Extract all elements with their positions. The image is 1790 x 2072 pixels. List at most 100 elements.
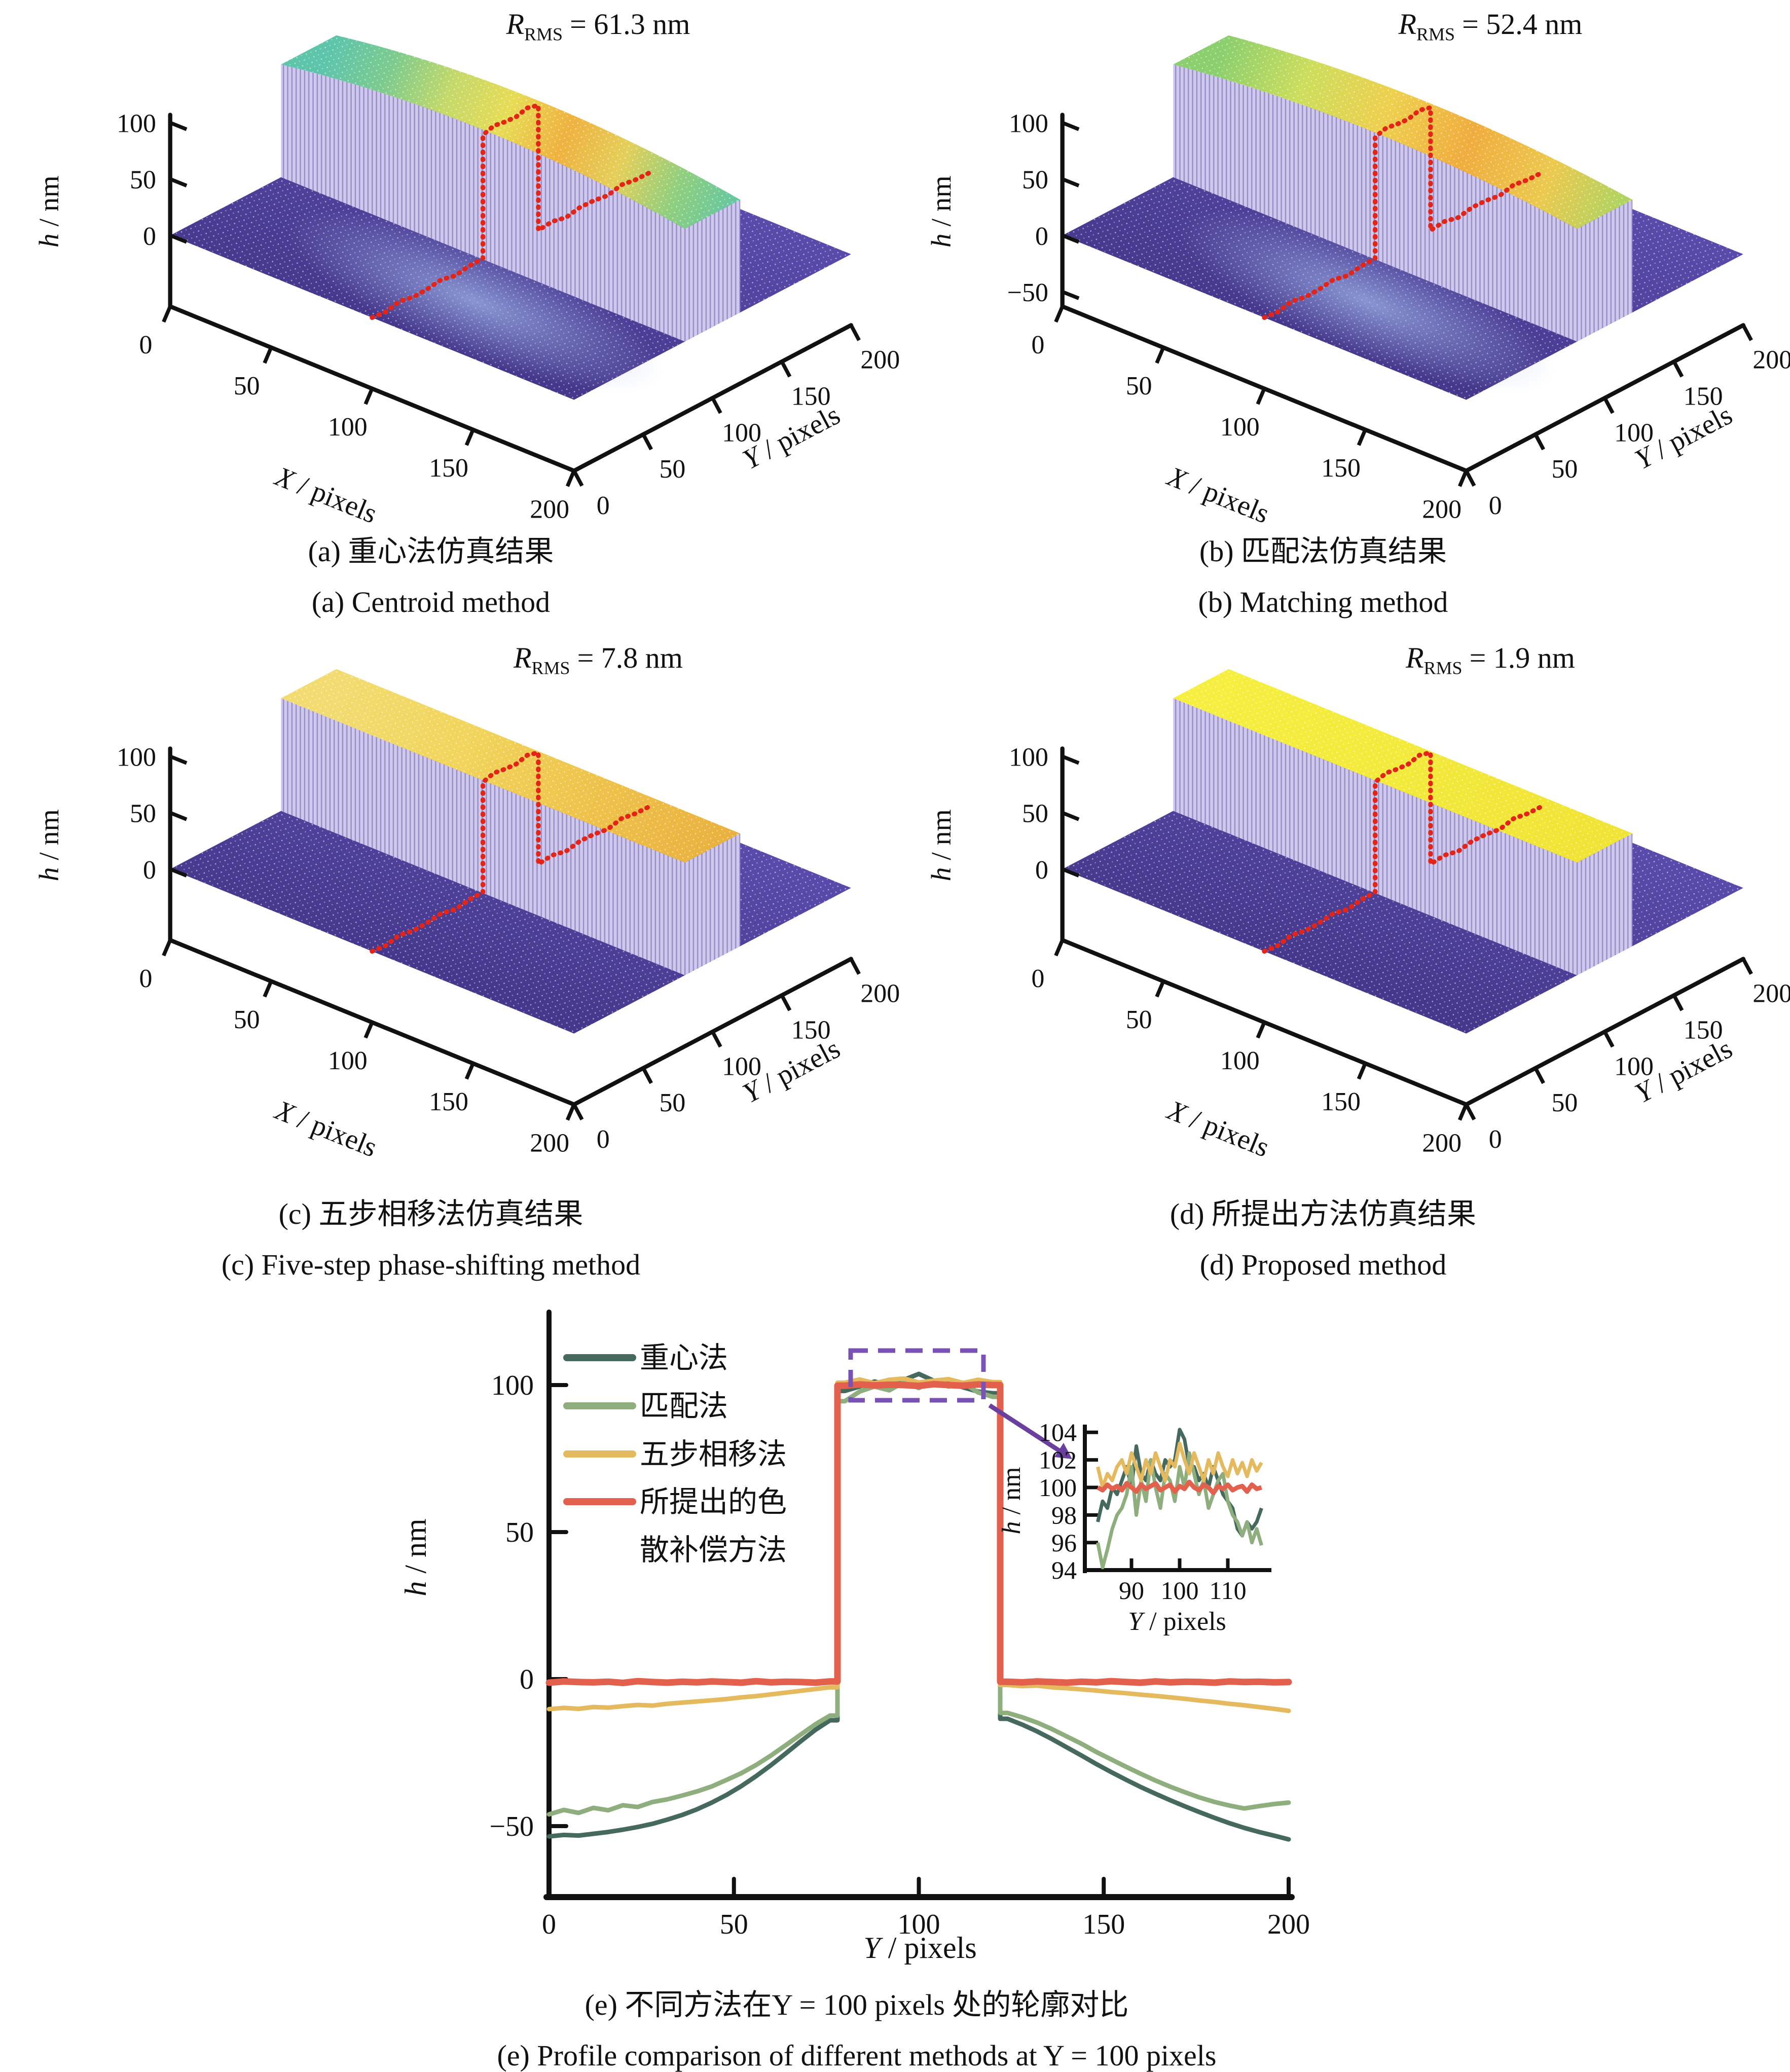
rms-subscript: RMS: [1423, 658, 1463, 678]
y-tick-label: 0: [597, 1125, 610, 1154]
x-tick-label: 200: [1422, 1129, 1462, 1157]
y-tick-label: 0: [520, 1664, 534, 1695]
z-tick-label: 100: [1009, 110, 1048, 138]
y-tick-label: 200: [1752, 979, 1790, 1008]
x-tick-label: 50: [234, 1005, 260, 1034]
rms-symbol: R: [1406, 641, 1424, 674]
z-tick-label: 0: [143, 222, 156, 251]
x-tick-label: 50: [1126, 372, 1152, 401]
y-tick-label: 150: [1684, 1015, 1723, 1044]
y-tick-label: 50: [505, 1517, 534, 1548]
inset-x-tick-label: 90: [1119, 1576, 1144, 1605]
y-tick-label: −50: [489, 1811, 534, 1842]
panel-d: RRMS = 1.9 nm 100 50 0 0 50 100 150 200 0 50 100 150…: [907, 634, 1790, 1283]
rms-title-c: RRMS = 7.8 nm: [370, 641, 826, 679]
x-tick-label: 100: [328, 1046, 368, 1075]
rms-subscript: RMS: [531, 658, 570, 678]
z-axis-label: h / nm: [33, 809, 65, 881]
inset-x-tick-label: 100: [1161, 1576, 1199, 1605]
y-tick-label: 0: [1489, 491, 1502, 520]
legend-label-proposed: 所提出的色: [640, 1485, 787, 1518]
caption-c: (c) 五步相移法仿真结果 (c) Five-step phase-shifti…: [20, 1189, 842, 1290]
legend-label-centroid: 重心法: [640, 1341, 728, 1374]
rms-symbol: R: [1398, 8, 1417, 41]
x-tick-label: 50: [234, 372, 260, 401]
profile-line-3d: [1262, 749, 1544, 954]
y-tick-label: 50: [659, 1088, 685, 1117]
caption-a: (a) 重心法仿真结果 (a) Centroid method: [20, 526, 842, 628]
z-axis-label: h / nm: [33, 175, 65, 247]
z-axis-label: h / nm: [926, 175, 957, 247]
inset-x-axis-label: Y / pixels: [1128, 1607, 1226, 1636]
base-dip-shading: [286, 210, 664, 392]
y-tick-label: 100: [491, 1370, 534, 1401]
y-tick-label: 50: [1551, 455, 1578, 484]
x-tick-label: 0: [139, 331, 153, 359]
inset-y-tick-label: 98: [1051, 1501, 1077, 1529]
x-axis-label: X / pixels: [270, 1094, 382, 1164]
caption-e-en: (e) Profile comparison of different meth…: [497, 2039, 1217, 2072]
z-tick-label: 50: [1022, 166, 1048, 195]
panel-c: RRMS = 7.8 nm 100 50 0 0 50 100 150 200 0 50 100 150…: [15, 634, 907, 1283]
x-axis-label: X / pixels: [1162, 1094, 1274, 1164]
z-tick-label: 50: [130, 799, 156, 828]
y-tick-label: 50: [659, 455, 685, 484]
rms-symbol: R: [506, 8, 525, 41]
inset-y-tick-label: 104: [1039, 1418, 1077, 1446]
rms-value: = 7.8 nm: [577, 641, 683, 674]
x-tick-label: 100: [1220, 413, 1260, 442]
z-tick-label: 100: [1009, 743, 1048, 772]
inset-series-proposed: [1097, 1479, 1262, 1496]
zoom-arrow: [988, 1403, 1072, 1459]
caption-d-zh: (d) 所提出方法仿真结果: [1170, 1197, 1477, 1230]
x-tick-label: 0: [542, 1909, 556, 1940]
caption-b-zh: (b) 匹配法仿真结果: [1199, 535, 1447, 568]
x-axis-label: X / pixels: [1162, 460, 1274, 530]
series-centroid: [546, 1371, 1291, 1842]
x-tick-label: 200: [530, 1129, 569, 1157]
x-tick-label: 150: [1082, 1909, 1125, 1940]
rms-symbol: R: [514, 641, 532, 674]
y-tick-label: 0: [597, 491, 610, 520]
caption-a-zh: (a) 重心法仿真结果: [308, 535, 554, 568]
ticks-and-labels: 100 50 0 0 50 100 150 200 0 50 100 150 200: [1009, 743, 1790, 1158]
surface-host-c: 100 50 0 0 50 100 150 200 0 50 100 150 200 X / pixels…: [15, 649, 907, 1198]
caption-e: (e) 不同方法在Y = 100 pixels 处的轮廓对比 (e) Profi…: [304, 1980, 1409, 2072]
profile-chart-host: 100 50 0 −50 0 50 100 150 200 Y / pixels h / nm 重心法…: [304, 1298, 1409, 1972]
profile-line-3d: [1262, 104, 1544, 320]
x-tick-label: 200: [1267, 1909, 1310, 1940]
x-tick-label: 0: [1032, 964, 1045, 993]
legend-label-matching: 匹配法: [640, 1390, 728, 1423]
legend-label-fivestep: 五步相移法: [640, 1438, 787, 1471]
rms-value: = 1.9 nm: [1469, 641, 1575, 674]
y-tick-label: 100: [1614, 1052, 1654, 1081]
y-tick-label: 100: [722, 1052, 761, 1081]
y-tick-label: 200: [860, 346, 900, 375]
y-tick-label: 150: [1684, 382, 1723, 411]
caption-b-en: (b) Matching method: [1198, 586, 1448, 619]
profile-chart: 100 50 0 −50 0 50 100 150 200 Y / pixels h / nm 重心法…: [399, 1310, 1310, 1965]
z-tick-label: 100: [117, 743, 156, 772]
x-tick-label: 100: [1220, 1046, 1260, 1075]
ticks-and-labels: 100 50 0 0 50 100 150 200 0 50 100 150 200: [117, 743, 900, 1158]
y-tick-label: 200: [1752, 346, 1790, 375]
band-end-gap: [684, 946, 741, 1013]
inset-series-matching: [1096, 1451, 1263, 1570]
ticks-and-labels: 100 50 0 −50 0 50 100 150 200 0 50 100 150 200: [1007, 110, 1790, 524]
band-end-gap: [684, 312, 741, 379]
caption-c-en: (c) Five-step phase-shifting method: [221, 1248, 641, 1281]
surface-host-d: 100 50 0 0 50 100 150 200 0 50 100 150 200 X / pixels…: [907, 649, 1790, 1198]
band-end-wall: [1577, 199, 1633, 342]
y-tick-label: 100: [722, 418, 761, 447]
rms-value: = 52.4 nm: [1462, 8, 1583, 41]
x-tick-label: 100: [328, 413, 368, 442]
inset-y-tick-label: 102: [1039, 1446, 1077, 1474]
series-fivestep: [546, 1376, 1291, 1714]
inset-y-tick-label: 100: [1039, 1473, 1077, 1502]
z-tick-label: 0: [1035, 222, 1048, 251]
surface-plot-b: 100 50 0 −50 0 50 100 150 200 0 50 100 150 200 X / pix…: [926, 35, 1790, 530]
band-end-wall: [684, 833, 741, 975]
